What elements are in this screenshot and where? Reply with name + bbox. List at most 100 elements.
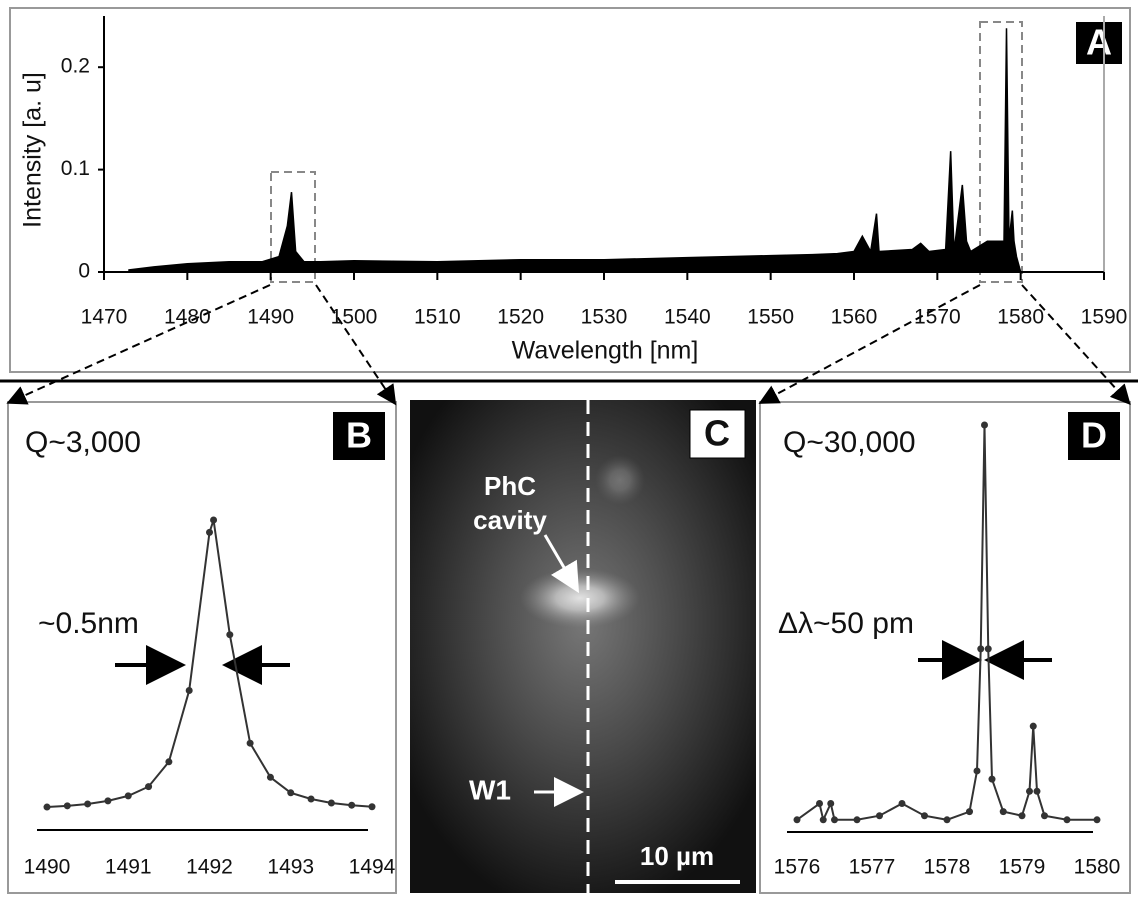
data-point bbox=[1026, 787, 1033, 795]
data-point bbox=[124, 792, 132, 800]
data-point bbox=[921, 812, 928, 820]
panel-frame bbox=[7, 401, 397, 894]
data-point bbox=[977, 645, 985, 653]
panel-label-box bbox=[1076, 22, 1122, 64]
scale-label: 10 µm bbox=[640, 841, 714, 871]
x-tick-label: 1580 bbox=[997, 306, 1044, 329]
fit-line bbox=[46, 519, 373, 809]
data-point bbox=[981, 421, 988, 429]
x-tick-label: 1577 bbox=[849, 856, 896, 879]
zoom-connector bbox=[758, 284, 981, 404]
x-tick-label: 1560 bbox=[831, 306, 878, 329]
annotation: ~0.5nm bbox=[38, 607, 139, 640]
data-point bbox=[63, 802, 71, 810]
annotation: Q~3,000 bbox=[25, 426, 141, 459]
zoom-connector bbox=[1021, 284, 1131, 405]
x-tick-label: 1580 bbox=[1074, 856, 1121, 879]
x-tick-label: 1492 bbox=[186, 856, 233, 879]
zoom-connector bbox=[6, 284, 271, 405]
data-point bbox=[43, 803, 51, 811]
data-point bbox=[831, 816, 838, 824]
arrow bbox=[543, 534, 580, 594]
x-tick-label: 1494 bbox=[349, 856, 396, 879]
x-tick-label: 1540 bbox=[664, 306, 711, 329]
panel-label: C bbox=[704, 413, 730, 454]
y-tick-label: 0.2 bbox=[61, 55, 90, 78]
data-point bbox=[898, 800, 906, 808]
data-point bbox=[1018, 812, 1026, 820]
data-point bbox=[1041, 812, 1048, 820]
annotation: W1 bbox=[469, 774, 511, 805]
data-point bbox=[1029, 722, 1037, 730]
panel-frame bbox=[9, 7, 1131, 373]
x-tick-label: 1520 bbox=[497, 306, 544, 329]
annotation: Q~30,000 bbox=[783, 426, 916, 459]
panel-label-box bbox=[689, 409, 746, 459]
data-point bbox=[84, 800, 92, 808]
micrograph bbox=[410, 400, 756, 893]
data-point bbox=[266, 773, 274, 781]
panel-label: D bbox=[1081, 415, 1107, 456]
zoom-box bbox=[979, 21, 1023, 283]
data-point bbox=[816, 800, 823, 808]
data-point bbox=[226, 631, 234, 639]
data-point bbox=[853, 816, 861, 824]
data-point bbox=[246, 739, 254, 747]
data-point bbox=[966, 808, 973, 816]
data-point bbox=[327, 799, 335, 807]
cavity-spot bbox=[520, 568, 640, 628]
data-point bbox=[287, 789, 295, 797]
annotation: Δλ~50 pm bbox=[778, 607, 914, 640]
data-point bbox=[104, 797, 112, 805]
panel-label: B bbox=[346, 415, 372, 456]
x-tick-label: 1500 bbox=[331, 306, 378, 329]
panel-label: A bbox=[1086, 22, 1112, 63]
data-point bbox=[210, 516, 218, 524]
x-tick-label: 1470 bbox=[81, 306, 128, 329]
data-point bbox=[368, 803, 376, 811]
x-tick-label: 1510 bbox=[414, 306, 461, 329]
data-point bbox=[1063, 816, 1071, 824]
annotation: cavity bbox=[473, 505, 547, 535]
y-axis-label: Intensity [a. u] bbox=[19, 72, 47, 228]
y-tick-label: 0 bbox=[78, 260, 90, 283]
x-tick-label: 1578 bbox=[924, 856, 971, 879]
x-tick-label: 1493 bbox=[267, 856, 314, 879]
x-tick-label: 1490 bbox=[247, 306, 294, 329]
x-tick-label: 1550 bbox=[747, 306, 794, 329]
data-point bbox=[307, 795, 315, 803]
glow-spot bbox=[595, 455, 645, 505]
data-point bbox=[165, 758, 173, 766]
y-tick-label: 0.1 bbox=[61, 157, 90, 180]
annotation: PhC bbox=[484, 471, 536, 501]
spectrum bbox=[128, 28, 1104, 273]
panel-label-box bbox=[1068, 412, 1120, 460]
x-tick-label: 1570 bbox=[914, 306, 961, 329]
x-tick-label: 1530 bbox=[581, 306, 628, 329]
data-point bbox=[943, 816, 951, 824]
data-point bbox=[988, 775, 996, 783]
panel-label-box bbox=[333, 412, 385, 460]
data-point bbox=[827, 800, 835, 808]
x-tick-label: 1490 bbox=[24, 856, 71, 879]
x-tick-label: 1590 bbox=[1081, 306, 1128, 329]
data-point bbox=[876, 812, 883, 820]
data-point bbox=[348, 801, 356, 809]
data-point bbox=[185, 687, 193, 694]
panel-frame bbox=[759, 401, 1131, 894]
x-tick-label: 1480 bbox=[164, 306, 211, 329]
x-tick-label: 1579 bbox=[999, 856, 1046, 879]
data-point bbox=[145, 783, 153, 791]
zoom-box bbox=[270, 171, 316, 283]
data-point bbox=[819, 816, 827, 824]
x-axis-label: Wavelength [nm] bbox=[512, 337, 699, 365]
data-point bbox=[1093, 816, 1101, 824]
data-point bbox=[999, 808, 1007, 816]
data-point bbox=[206, 528, 213, 536]
data-point bbox=[973, 767, 981, 775]
data-point bbox=[984, 645, 992, 653]
x-tick-label: 1576 bbox=[774, 856, 821, 879]
x-tick-label: 1491 bbox=[105, 856, 152, 879]
